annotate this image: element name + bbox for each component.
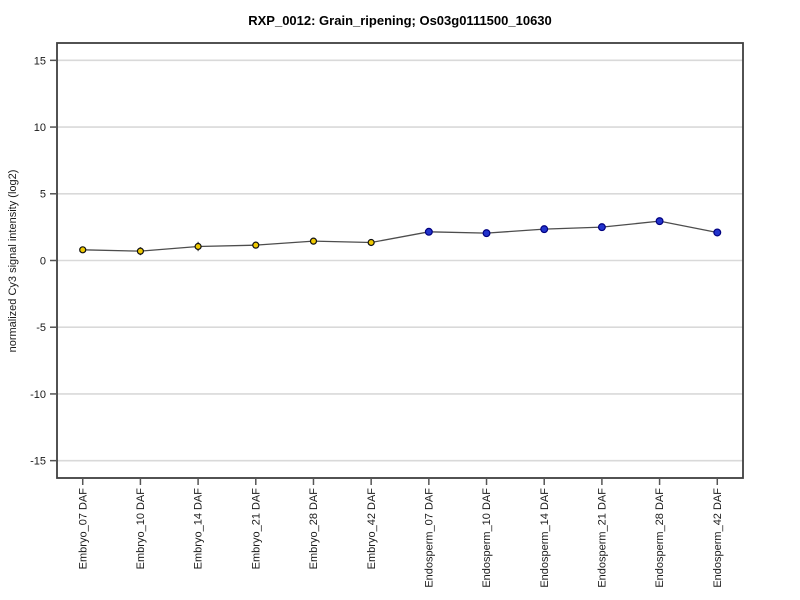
y-tick-label: -10 xyxy=(30,389,46,401)
data-point-embryo xyxy=(79,246,87,254)
y-tick-label: 0 xyxy=(40,255,46,267)
y-tick-label: -15 xyxy=(30,456,46,468)
chart-title: RXP_0012: Grain_ripening; Os03g0111500_1… xyxy=(248,13,552,28)
data-point-embryo xyxy=(309,237,318,245)
data-point-endosperm xyxy=(540,225,549,234)
data-point-endosperm xyxy=(597,223,606,232)
x-category-label: Endosperm_28 DAF xyxy=(654,488,666,588)
x-category-label: Endosperm_14 DAF xyxy=(539,488,551,588)
x-category-label: Embryo_28 DAF xyxy=(308,488,320,570)
y-tick-label: 10 xyxy=(34,122,46,134)
x-category-label: Embryo_10 DAF xyxy=(135,488,147,570)
x-category-label: Endosperm_10 DAF xyxy=(481,488,493,588)
y-tick-label: -5 xyxy=(36,322,46,334)
data-point-embryo xyxy=(252,241,260,249)
x-category-label: Embryo_21 DAF xyxy=(250,488,262,570)
data-point-embryo xyxy=(367,238,375,247)
y-tick-label: 5 xyxy=(40,189,46,201)
x-category-label: Endosperm_42 DAF xyxy=(712,488,724,588)
x-category-label: Endosperm_21 DAF xyxy=(597,488,609,588)
x-category-label: Embryo_07 DAF xyxy=(77,488,89,570)
data-point-endosperm xyxy=(482,229,491,238)
series-line xyxy=(82,220,718,252)
x-category-label: Embryo_14 DAF xyxy=(193,488,205,570)
data-point-embryo xyxy=(136,247,145,255)
data-point-endosperm xyxy=(655,217,664,226)
x-category-label: Embryo_42 DAF xyxy=(366,488,378,570)
data-point-endosperm xyxy=(424,227,433,236)
x-category-label: Endosperm_07 DAF xyxy=(423,488,435,588)
data-point-endosperm xyxy=(713,228,722,237)
data-point-embryo xyxy=(194,242,202,251)
y-tick-label: 15 xyxy=(34,55,46,67)
